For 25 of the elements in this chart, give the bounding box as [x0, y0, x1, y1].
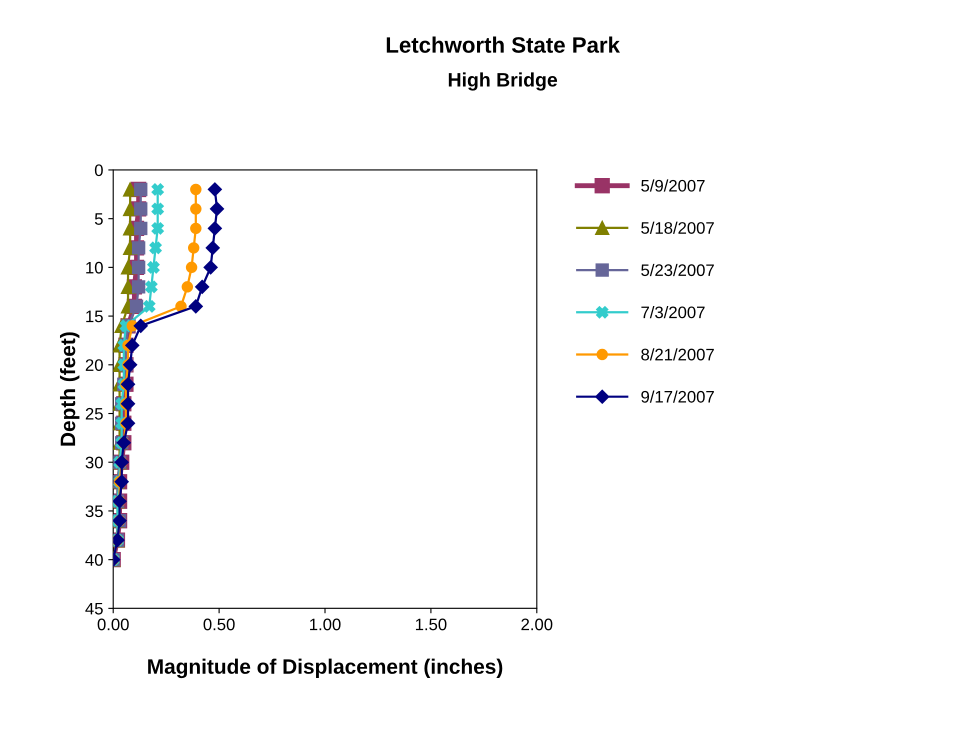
x-tick-label: 1.50 [416, 618, 446, 630]
x-tick-label: 0.00 [98, 618, 129, 630]
y-tick-label: 20 [86, 359, 103, 372]
x-tick-label: 1.00 [310, 618, 341, 630]
y-tick-label: 40 [85, 554, 103, 566]
legend-label: 9/17/2007 [641, 390, 714, 403]
x-tick-label: 0.50 [204, 618, 235, 630]
chart-title: Letchworth State Park [386, 36, 620, 53]
y-tick-label: 15 [86, 310, 103, 322]
chart-subtitle: High Bridge [448, 72, 558, 91]
x-axis-title: Magnitude of Displacement (inches) [148, 658, 502, 678]
y-tick-label: 0 [94, 164, 103, 176]
y-tick-label: 10 [86, 262, 103, 274]
legend-label: 7/3/2007 [641, 306, 705, 318]
y-tick-label: 45 [85, 602, 103, 615]
y-tick-label: 25 [86, 408, 103, 420]
y-axis-title: Depth (feet) [60, 332, 80, 446]
legend-label: 5/23/2007 [641, 264, 714, 276]
y-tick-label: 30 [86, 456, 103, 468]
x-tick-label: 2.00 [521, 618, 552, 630]
legend-label: 5/9/2007 [641, 179, 705, 192]
y-tick-label: 35 [86, 505, 103, 518]
legend-label: 5/18/2007 [641, 222, 714, 234]
legend-label: 8/21/2007 [641, 348, 714, 360]
y-tick-label: 5 [94, 213, 103, 225]
